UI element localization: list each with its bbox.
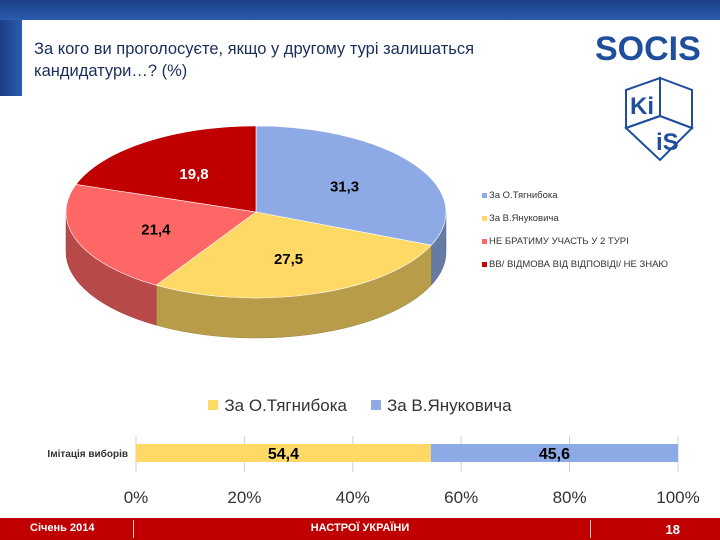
bar-tick-label: 0%	[124, 488, 149, 507]
top-banner	[0, 0, 720, 20]
pie-slice-3	[75, 125, 257, 213]
footer-date: Січень 2014	[30, 522, 95, 534]
footer-title: НАСТРОЇ УКРАЇНИ	[310, 522, 410, 534]
bar-tick-label: 20%	[227, 488, 261, 507]
bar-legend-swatch	[370, 400, 381, 410]
bar-tick-label: 40%	[336, 488, 370, 507]
bar-tick-label: 60%	[444, 488, 478, 507]
bar-label-0: 54,4	[268, 446, 299, 463]
footer-bar: Січень 2014 НАСТРОЇ УКРАЇНИ 18	[0, 518, 720, 540]
bar-legend-item: За В.Януковича	[370, 396, 512, 416]
pie-chart: 31,3 27,5 21,4 19,8	[65, 125, 447, 339]
side-banner	[0, 20, 22, 96]
pie-label-3: 19,8	[179, 166, 208, 183]
pie-legend-label: За О.Тягнибока	[489, 190, 558, 201]
kiis-logo-top: Ki	[630, 93, 654, 120]
bar-segment-0	[136, 444, 431, 462]
pie-legend-swatch	[482, 193, 487, 198]
kiis-logo-bottom: iS	[656, 129, 679, 156]
pie-slice-1	[155, 211, 432, 299]
pie-legend-label: НЕ БРАТИМУ УЧАСТЬ У 2 ТУРІ	[489, 236, 629, 247]
pie-legend-label: ВВ/ ВІДМОВА ВІД ВІДПОВІДІ/ НЕ ЗНАЮ	[489, 259, 669, 270]
bar-label-1: 45,6	[539, 446, 570, 463]
pie-label-0: 31,3	[330, 178, 359, 195]
pie-legend-item: НЕ БРАТИМУ УЧАСТЬ У 2 ТУРІ	[482, 236, 702, 248]
page-number: 18	[665, 522, 680, 537]
pie-legend-swatch	[482, 239, 487, 244]
slide-title: За кого ви проголосуєте, якщо у другому …	[34, 40, 475, 80]
pie-legend-item: ВВ/ ВІДМОВА ВІД ВІДПОВІДІ/ НЕ ЗНАЮ	[482, 259, 702, 271]
bar-legend-item: За О.Тягнибока	[208, 396, 347, 416]
pie-slice-0	[255, 125, 447, 246]
pie-legend: За О.Тягнибока За В.Януковича НЕ БРАТИМУ У…	[482, 190, 702, 282]
footer-divider-right	[590, 520, 591, 538]
bar-tick-label: 100%	[656, 488, 699, 507]
socis-logo: SOCIS	[595, 30, 701, 68]
pie-legend-swatch	[482, 262, 487, 267]
socis-logo-text: SOCIS	[595, 30, 701, 68]
kiis-logo: Ki iS	[624, 76, 694, 162]
pie-legend-item: За В.Януковича	[482, 213, 702, 225]
pie-label-2: 21,4	[141, 221, 171, 238]
bar-segment-1	[430, 444, 678, 462]
pie-label-1: 27,5	[274, 251, 303, 268]
bar-category-label: Імітація виборів	[47, 448, 128, 460]
pie-legend-swatch	[482, 216, 487, 221]
bar-legend-label: За В.Януковича	[386, 396, 512, 415]
footer-divider-left	[133, 520, 134, 538]
bar-chart: Імітація виборів 54,4 45,6 0% 20% 40% 60% 80% 10…	[47, 436, 700, 507]
bar-tick-label: 80%	[553, 488, 587, 507]
bar-legend-label: За О.Тягнибока	[224, 396, 347, 415]
pie-legend-item: За О.Тягнибока	[482, 190, 702, 202]
bar-legend: За О.Тягнибока За В.Януковича	[0, 396, 720, 416]
pie-legend-label: За В.Януковича	[489, 213, 559, 224]
pie-slice-2	[65, 184, 257, 286]
bar-legend-swatch	[208, 400, 219, 410]
